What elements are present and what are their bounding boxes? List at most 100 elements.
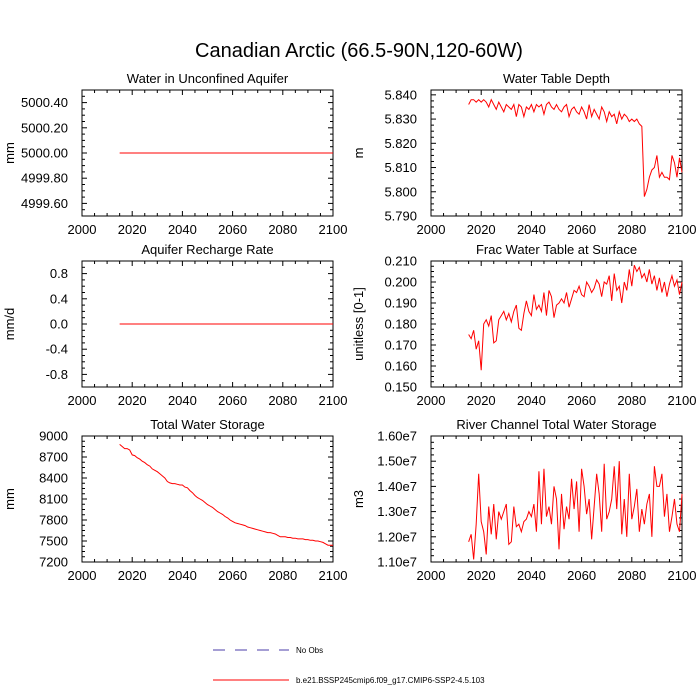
x-tick-label: 2040 (517, 222, 546, 237)
panels: Water in Unconfined Aquifer mm 2000 2020 204… (2, 71, 696, 583)
y-tick-label: 1.30e7 (377, 504, 417, 519)
chart-panel-4: Frac Water Table at Surface unitless [0-1… (351, 242, 696, 408)
x-tick-label: 2040 (168, 393, 197, 408)
x-tick-label: 2100 (668, 393, 697, 408)
y-tick-label: 0.4 (50, 291, 68, 306)
x-tick-label: 2060 (218, 568, 247, 583)
y-tick-label: 7500 (39, 534, 68, 549)
x-tick-label: 2080 (617, 222, 646, 237)
y-tick-label: 5.840 (384, 87, 417, 102)
y-tick-label: 5.800 (384, 184, 417, 199)
y-axis-label: unitless [0-1] (351, 287, 366, 361)
panel-title: Total Water Storage (150, 417, 264, 432)
y-tick-label: 0.150 (384, 380, 417, 395)
x-tick-label: 2060 (567, 393, 596, 408)
x-tick-label: 2020 (118, 568, 147, 583)
y-axis-label: m (351, 148, 366, 159)
plot-frame (81, 435, 334, 563)
y-axis-label: mm/d (2, 308, 17, 341)
y-tick-label: 9000 (39, 429, 68, 444)
series-line (468, 461, 683, 560)
y-axis-label: mm (2, 142, 17, 164)
plot-frame (430, 89, 683, 217)
plot-frame (430, 260, 683, 388)
x-tick-label: 2100 (319, 568, 348, 583)
x-tick-label: 2060 (567, 222, 596, 237)
y-tick-label: 5.830 (384, 112, 417, 127)
series-line (468, 265, 683, 371)
legend-label-2: b.e21.BSSP245cmip6.f09_g17.CMIP6-SSP2-4.… (296, 676, 485, 685)
y-tick-label: 1.40e7 (377, 479, 417, 494)
x-tick-label: 2040 (168, 568, 197, 583)
x-tick-label: 2020 (467, 568, 496, 583)
panel-title: River Channel Total Water Storage (456, 417, 656, 432)
x-tick-label: 2100 (319, 222, 348, 237)
legend: No Obs b.e21.BSSP245cmip6.f09_g17.CMIP6-S… (213, 646, 485, 685)
y-tick-label: -0.4 (46, 342, 68, 357)
y-tick-label: 0.200 (384, 275, 417, 290)
series-line (119, 444, 333, 546)
y-tick-label: 8400 (39, 471, 68, 486)
x-tick-label: 2100 (668, 568, 697, 583)
x-tick-label: 2000 (68, 568, 97, 583)
y-tick-label: 0.0 (50, 317, 68, 332)
y-tick-label: 7800 (39, 513, 68, 528)
x-tick-label: 2100 (319, 393, 348, 408)
x-tick-label: 2080 (617, 393, 646, 408)
chart-panel-3: Aquifer Recharge Rate mm/d 2000 2020 2040 206… (2, 242, 347, 408)
x-tick-label: 2040 (168, 222, 197, 237)
chart-panel-5: Total Water Storage mm 2000 2020 2040 2060 208… (2, 417, 347, 583)
x-tick-label: 2040 (517, 568, 546, 583)
x-tick-label: 2020 (467, 393, 496, 408)
panel-title: Water in Unconfined Aquifer (127, 71, 289, 86)
panel-title: Frac Water Table at Surface (476, 242, 637, 257)
x-tick-label: 2100 (668, 222, 697, 237)
y-tick-label: 5.790 (384, 209, 417, 224)
x-tick-label: 2060 (218, 222, 247, 237)
y-tick-label: 0.190 (384, 296, 417, 311)
y-tick-label: 5.820 (384, 136, 417, 151)
x-tick-label: 2080 (268, 222, 297, 237)
y-axis-label: mm (2, 488, 17, 510)
y-tick-label: 1.10e7 (377, 555, 417, 570)
y-tick-label: 1.50e7 (377, 454, 417, 469)
y-tick-label: 0.160 (384, 359, 417, 374)
x-tick-label: 2080 (268, 568, 297, 583)
y-tick-label: 0.210 (384, 254, 417, 269)
x-tick-label: 2020 (118, 222, 147, 237)
y-tick-label: 8100 (39, 492, 68, 507)
y-tick-label: 5000.20 (21, 120, 68, 135)
x-tick-label: 2080 (617, 568, 646, 583)
y-tick-label: 4999.60 (21, 196, 68, 211)
y-tick-label: 0.180 (384, 317, 417, 332)
x-tick-label: 2060 (218, 393, 247, 408)
y-tick-label: 1.60e7 (377, 429, 417, 444)
panel-title: Aquifer Recharge Rate (141, 242, 273, 257)
y-tick-label: 5000.40 (21, 95, 68, 110)
y-tick-label: 7200 (39, 555, 68, 570)
figure-title: Canadian Arctic (66.5-90N,120-60W) (195, 40, 523, 62)
x-tick-label: 2000 (68, 222, 97, 237)
x-tick-label: 2080 (268, 393, 297, 408)
y-tick-label: 0.170 (384, 338, 417, 353)
chart-panel-2: Water Table Depth m 2000 2020 2040 2060 2080 21… (351, 71, 696, 237)
x-tick-label: 2020 (467, 222, 496, 237)
y-tick-label: 4999.80 (21, 171, 68, 186)
x-tick-label: 2000 (68, 393, 97, 408)
y-tick-label: -0.8 (46, 367, 68, 382)
y-tick-label: 8700 (39, 450, 68, 465)
chart-panel-1: Water in Unconfined Aquifer mm 2000 2020 204… (2, 71, 347, 237)
x-tick-label: 2000 (417, 568, 446, 583)
y-tick-label: 5000.00 (21, 146, 68, 161)
chart-panel-6: River Channel Total Water Storage m3 2000 2… (351, 417, 696, 583)
legend-label-1: No Obs (296, 646, 323, 655)
x-tick-label: 2060 (567, 568, 596, 583)
y-tick-label: 5.810 (384, 160, 417, 175)
x-tick-label: 2020 (118, 393, 147, 408)
x-tick-label: 2000 (417, 393, 446, 408)
y-axis-label: m3 (351, 490, 366, 508)
panel-title: Water Table Depth (503, 71, 610, 86)
x-tick-label: 2000 (417, 222, 446, 237)
y-tick-label: 1.20e7 (377, 529, 417, 544)
